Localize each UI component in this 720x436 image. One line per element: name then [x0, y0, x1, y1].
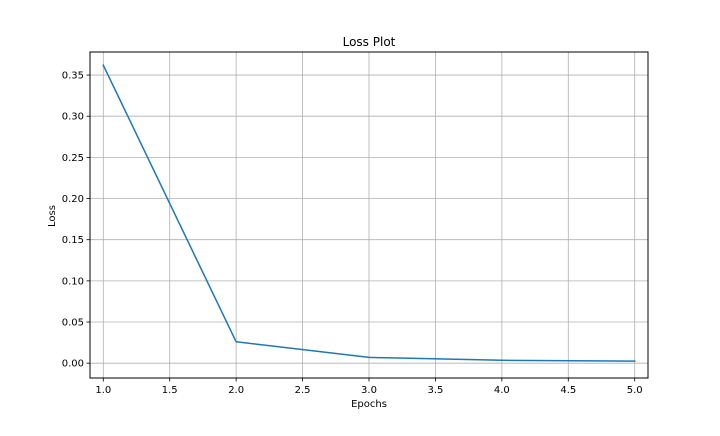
y-tick-label: 0.00	[62, 359, 84, 370]
y-tick-label: 0.15	[62, 235, 84, 246]
y-axis-ticks: 0.00 0.05 0.10 0.15 0.20 0.25 0.30 0.35	[62, 71, 90, 370]
y-tick-label: 0.30	[62, 112, 84, 123]
y-axis-label: Loss	[47, 205, 58, 227]
x-tick-label: 5.0	[627, 385, 643, 396]
x-tick-label: 2.0	[228, 385, 244, 396]
x-tick-label: 4.0	[494, 385, 510, 396]
x-tick-label: 2.5	[295, 385, 311, 396]
x-axis-label: Epochs	[351, 399, 387, 410]
x-axis-ticks: 1.0 1.5 2.0 2.5 3.0 3.5 4.0 4.5 5.0	[95, 378, 643, 396]
y-tick-label: 0.10	[62, 276, 84, 287]
chart-title: Loss Plot	[343, 35, 396, 49]
x-tick-label: 1.5	[162, 385, 178, 396]
y-tick-label: 0.35	[62, 71, 84, 82]
x-tick-label: 3.0	[361, 385, 377, 396]
x-tick-label: 3.5	[427, 385, 443, 396]
grid	[90, 52, 648, 378]
series-layer	[102, 64, 636, 362]
x-tick-label: 4.5	[560, 385, 576, 396]
y-tick-label: 0.25	[62, 153, 84, 164]
y-tick-label: 0.20	[62, 194, 84, 205]
loss-line	[102, 64, 636, 362]
x-tick-label: 1.0	[95, 385, 111, 396]
y-tick-label: 0.05	[62, 318, 84, 329]
